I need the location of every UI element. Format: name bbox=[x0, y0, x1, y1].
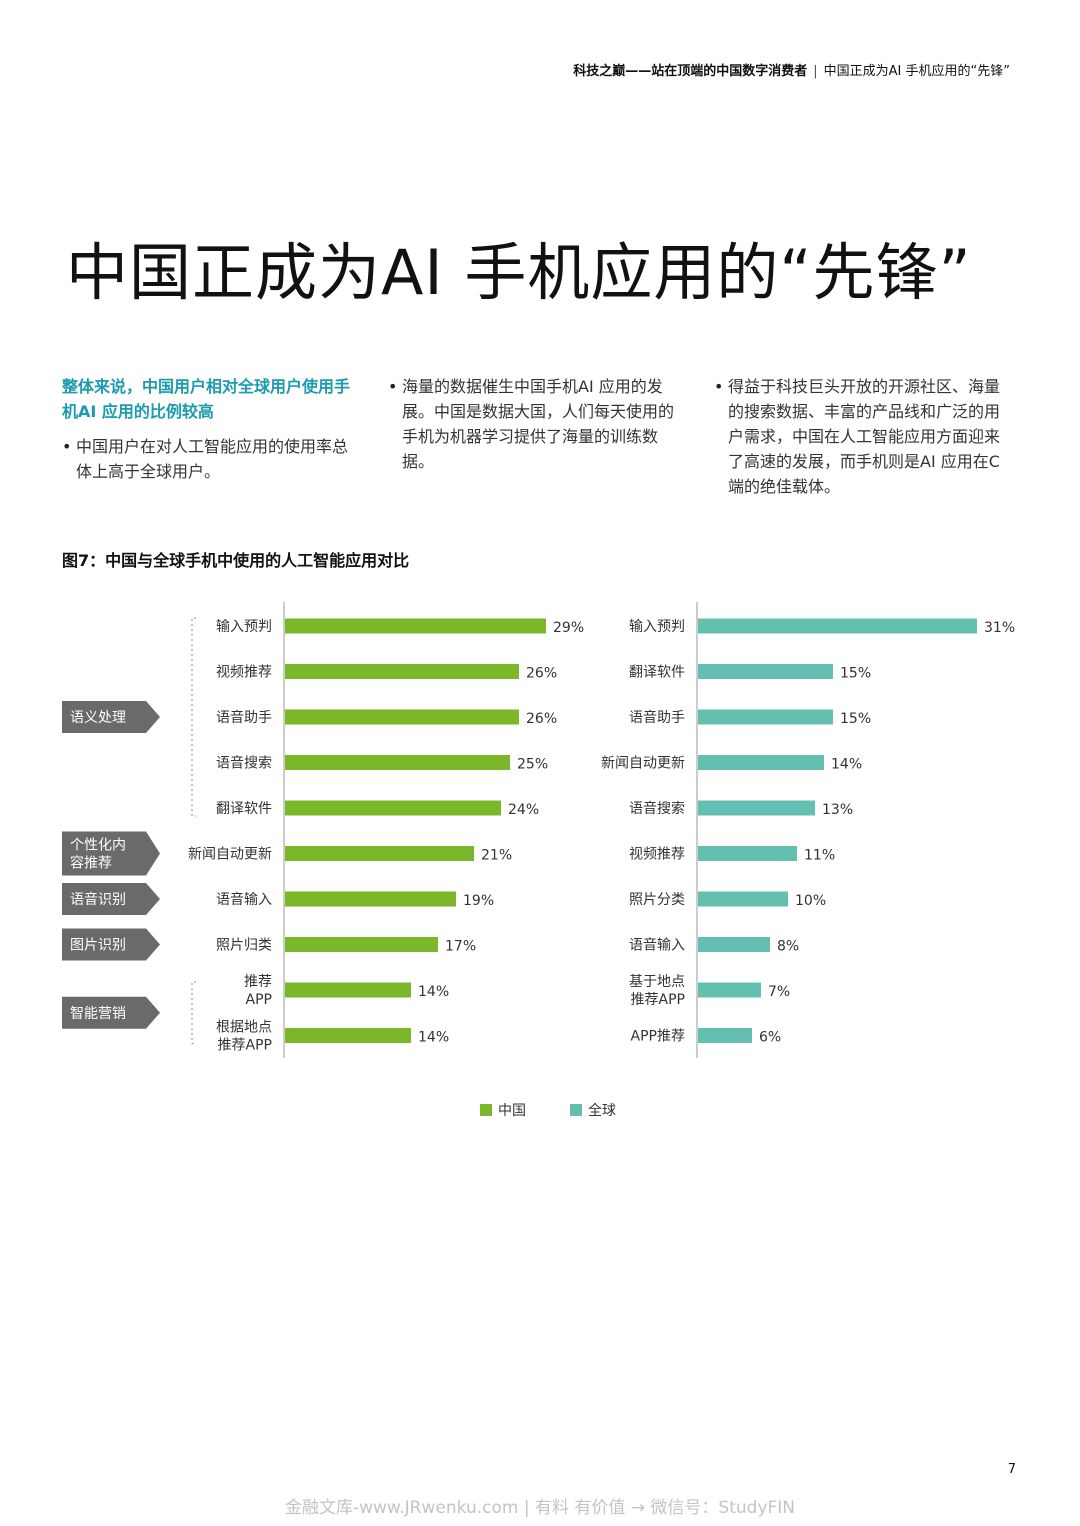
global-category-label: 翻译软件 bbox=[629, 665, 685, 681]
category-tag bbox=[62, 883, 160, 915]
china-value-label: 24% bbox=[508, 802, 539, 818]
intro-column-1: 整体来说，中国用户相对全球用户使用手机AI 应用的比例较高 中国用户在对人工智能… bbox=[62, 374, 362, 484]
china-category-label: 根据地点推荐APP bbox=[216, 1020, 272, 1054]
china-bar bbox=[285, 755, 510, 770]
china-category-label: 新闻自动更新 bbox=[188, 847, 272, 863]
figure-title: 图7：中国与全球手机中使用的人工智能应用对比 bbox=[62, 551, 410, 570]
china-value-label: 26% bbox=[526, 666, 557, 682]
china-category-label: 语音助手 bbox=[216, 709, 272, 726]
category-tag-label: 智能营销 bbox=[70, 1006, 126, 1022]
china-category-label: 照片归类 bbox=[216, 937, 272, 954]
china-value-label: 14% bbox=[418, 1030, 449, 1046]
intro-heading: 整体来说，中国用户相对全球用户使用手机AI 应用的比例较高 bbox=[62, 377, 351, 421]
running-header: 科技之巅——站在顶端的中国数字消费者 | 中国正成为AI 手机应用的“先锋” bbox=[573, 60, 1010, 79]
global-value-label: 8% bbox=[777, 939, 799, 955]
page-title: 中国正成为AI 手机应用的“先锋” bbox=[66, 236, 972, 309]
china-bar bbox=[285, 1028, 411, 1043]
category-tag-label: 语义处理 bbox=[70, 710, 126, 726]
china-bar bbox=[285, 937, 438, 952]
global-bar bbox=[698, 937, 770, 952]
category-tag-label: 语音识别 bbox=[70, 891, 126, 908]
legend-swatch-global bbox=[570, 1104, 582, 1116]
header-series-title: 科技之巅——站在顶端的中国数字消费者 bbox=[573, 64, 808, 79]
china-category-label: 输入预判 bbox=[216, 619, 272, 635]
china-value-label: 14% bbox=[418, 984, 449, 1000]
china-bar bbox=[285, 618, 546, 634]
page-number: 7 bbox=[1007, 1462, 1016, 1477]
legend-item-global: 全球 bbox=[570, 1100, 616, 1120]
china-value-label: 26% bbox=[526, 711, 557, 727]
global-category-label: 语音助手 bbox=[629, 709, 685, 726]
global-bar bbox=[698, 800, 815, 816]
intro-bullet-3: 得益于科技巨头开放的开源社区、海量的搜索数据、丰富的产品线和广泛的用户需求，中国… bbox=[714, 374, 1014, 499]
china-bar bbox=[285, 891, 456, 907]
comparison-bar-chart: 输入预判 29% 视频推荐 26% 语音助手 26% 语音搜索 25% 翻译软件 24% 新闻自动更… bbox=[62, 602, 1015, 1058]
china-value-label: 29% bbox=[553, 620, 584, 636]
global-value-label: 13% bbox=[822, 802, 853, 818]
global-value-label: 7% bbox=[768, 984, 790, 1000]
global-category-label: 语音搜索 bbox=[629, 800, 685, 817]
global-value-label: 15% bbox=[840, 711, 871, 727]
legend-swatch-china bbox=[480, 1104, 492, 1116]
global-bar bbox=[698, 618, 977, 634]
global-category-label: 新闻自动更新 bbox=[601, 756, 685, 772]
global-bar bbox=[698, 755, 824, 770]
category-tag bbox=[62, 701, 160, 733]
category-tag-label: 图片识别 bbox=[70, 938, 126, 954]
chart-legend: 中国 全球 bbox=[480, 1100, 616, 1120]
china-category-label: 语音搜索 bbox=[216, 755, 272, 772]
china-bar bbox=[285, 800, 501, 816]
category-tag-label: 个性化内容推荐 bbox=[70, 838, 126, 872]
global-value-label: 14% bbox=[831, 757, 862, 773]
global-value-label: 15% bbox=[840, 666, 871, 682]
global-bar bbox=[698, 709, 833, 725]
global-category-label: 输入预判 bbox=[629, 619, 685, 635]
china-value-label: 17% bbox=[445, 939, 476, 955]
china-value-label: 25% bbox=[517, 757, 548, 773]
china-category-label: 视频推荐 bbox=[216, 665, 272, 681]
global-category-label: 语音输入 bbox=[629, 937, 685, 954]
global-value-label: 31% bbox=[984, 620, 1015, 636]
legend-item-china: 中国 bbox=[480, 1100, 526, 1120]
global-value-label: 6% bbox=[759, 1030, 781, 1046]
global-category-label: 基于地点推荐APP bbox=[629, 973, 685, 1008]
china-category-label: 语音输入 bbox=[216, 891, 272, 908]
intro-bullet-2: 海量的数据催生中国手机AI 应用的发展。中国是数据大国，人们每天使用的手机为机器… bbox=[388, 374, 688, 474]
legend-label-china: 中国 bbox=[498, 1103, 526, 1119]
watermark: 金融文库-www.JRwenku.com | 有料 有价值 → 微信号：Stud… bbox=[284, 1498, 796, 1518]
intro-bullet-1: 中国用户在对人工智能应用的使用率总体上高于全球用户。 bbox=[62, 434, 362, 484]
category-tag bbox=[62, 996, 160, 1029]
category-tag bbox=[62, 928, 160, 961]
china-value-label: 19% bbox=[463, 893, 494, 909]
global-category-label: APP推荐 bbox=[631, 1029, 685, 1045]
intro-column-2: 海量的数据催生中国手机AI 应用的发展。中国是数据大国，人们每天使用的手机为机器… bbox=[388, 374, 688, 474]
global-value-label: 11% bbox=[804, 848, 835, 864]
header-separator: | bbox=[813, 64, 818, 79]
category-tag bbox=[62, 831, 160, 876]
global-bar bbox=[698, 891, 788, 907]
china-bar bbox=[285, 709, 519, 725]
china-value-label: 21% bbox=[481, 848, 512, 864]
global-category-label: 照片分类 bbox=[629, 892, 685, 908]
group-bracket bbox=[191, 617, 196, 817]
group-bracket bbox=[191, 981, 196, 1044]
china-bar bbox=[285, 982, 411, 998]
legend-label-global: 全球 bbox=[588, 1103, 616, 1119]
global-bar bbox=[698, 1028, 752, 1043]
china-category-label: 推荐 APP bbox=[244, 974, 272, 1008]
china-bar bbox=[285, 664, 519, 679]
china-category-label: 翻译软件 bbox=[216, 801, 272, 817]
global-value-label: 10% bbox=[795, 893, 826, 909]
global-bar bbox=[698, 846, 797, 861]
header-section-title: 中国正成为AI 手机应用的“先锋” bbox=[823, 64, 1010, 79]
global-bar bbox=[698, 982, 761, 998]
china-bar bbox=[285, 846, 474, 861]
global-category-label: 视频推荐 bbox=[629, 847, 685, 863]
intro-column-3: 得益于科技巨头开放的开源社区、海量的搜索数据、丰富的产品线和广泛的用户需求，中国… bbox=[714, 374, 1014, 499]
global-bar bbox=[698, 664, 833, 679]
